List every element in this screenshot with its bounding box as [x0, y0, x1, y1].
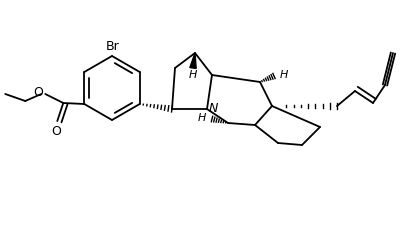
Text: Br: Br — [106, 40, 120, 53]
Polygon shape — [190, 53, 196, 69]
Text: H: H — [280, 70, 288, 80]
Text: H: H — [198, 113, 206, 123]
Text: O: O — [34, 87, 43, 99]
Text: N: N — [209, 102, 218, 114]
Text: H: H — [189, 70, 197, 80]
Text: O: O — [51, 125, 61, 138]
